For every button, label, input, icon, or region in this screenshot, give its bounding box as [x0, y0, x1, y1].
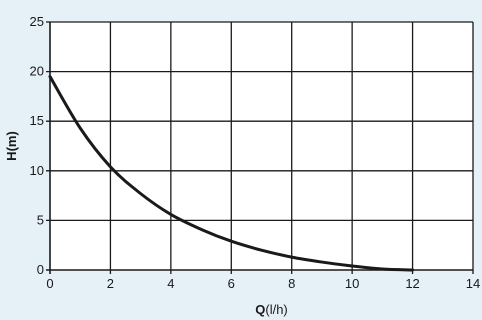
x-tick-label: 14: [466, 276, 480, 291]
plot-area: [50, 22, 473, 270]
y-tick-label: 20: [30, 64, 44, 79]
x-axis-label-unit: (l/h): [265, 302, 287, 317]
x-tick-label: 10: [345, 276, 359, 291]
x-axis-label-main: Q: [255, 302, 265, 317]
tick-labels: 0 2 4 6 8 10 12 14 0 5 10 15 20 25: [30, 14, 481, 291]
y-tick-label: 5: [37, 212, 44, 227]
x-tick-label: 4: [167, 276, 174, 291]
x-tick-label: 12: [405, 276, 419, 291]
x-tick-label: 6: [228, 276, 235, 291]
series-line: [48, 75, 415, 272]
y-tick-label: 10: [30, 163, 44, 178]
y-tick-label: 0: [37, 262, 44, 277]
x-axis-label: Q(l/h): [255, 302, 288, 317]
y-tick-label: 25: [30, 14, 44, 29]
x-tick-label: 2: [107, 276, 114, 291]
grid: [46, 21, 474, 274]
y-tick-label: 15: [30, 113, 44, 128]
x-tick-label: 8: [288, 276, 295, 291]
x-tick-label: 0: [46, 276, 53, 291]
y-axis-label: H(m): [4, 131, 19, 161]
